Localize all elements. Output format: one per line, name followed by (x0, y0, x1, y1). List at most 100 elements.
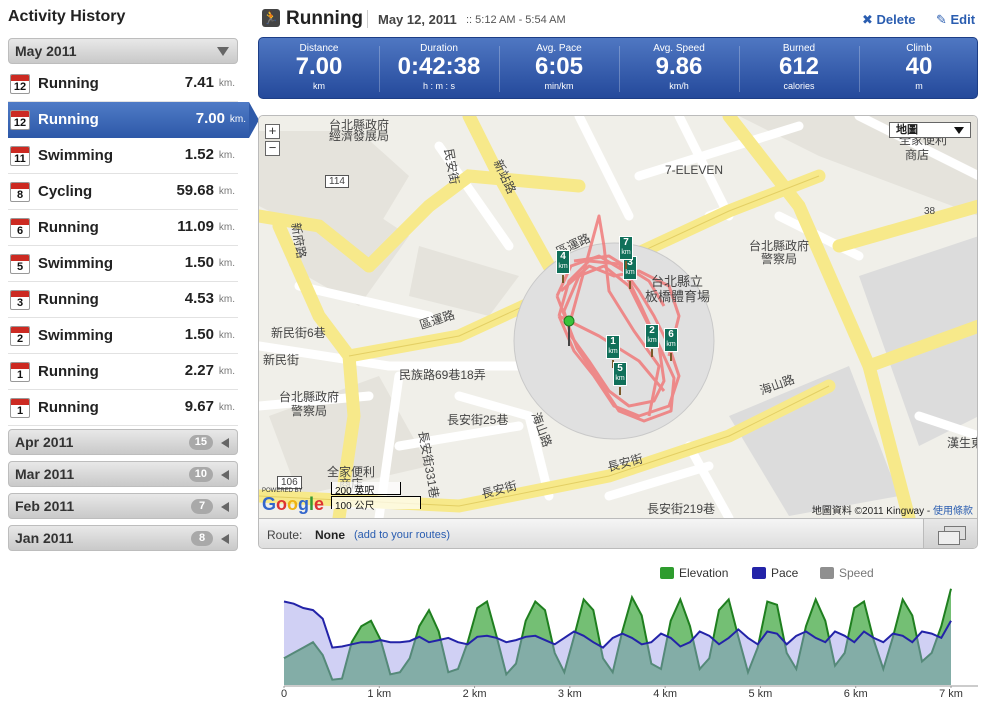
activity-distance: 7.00 (195, 110, 225, 127)
stat-divider (859, 46, 860, 92)
activity-item[interactable]: 12 Running 7.00 km. (8, 102, 259, 138)
calendar-day: 2 (16, 333, 24, 345)
month-header[interactable]: Feb 2011 7 (8, 493, 238, 519)
google-logo: POWERED BY Google (262, 488, 324, 515)
add-to-routes-link[interactable]: (add to your routes) (354, 529, 450, 541)
month-header-may-2011[interactable]: May 2011 (8, 38, 238, 64)
expand-map-button[interactable] (923, 519, 977, 548)
month-label: Feb 2011 (15, 498, 75, 514)
map-scale: 200 英呎 100 公尺 (331, 482, 421, 512)
km-marker-unit: km (558, 263, 568, 270)
activity-item[interactable]: 11 Swimming 1.52 km. (8, 138, 238, 174)
map-street-label: 警察局 (291, 404, 328, 418)
activity-name: Running (38, 111, 99, 128)
terms-link[interactable]: 使用條款 (933, 506, 973, 517)
map-street-label: 台北縣立 (651, 274, 704, 289)
activity-distance: 2.27 (184, 362, 214, 379)
activity-name: Swimming (38, 147, 114, 164)
km-marker-6[interactable]: 6 km (664, 328, 678, 361)
activity-unit: km. (218, 402, 235, 413)
month-count-badge: 15 (188, 435, 213, 450)
map-copyright: 地圖資料 ©2011 Kingway - 使用條款 (812, 502, 973, 517)
activity-distance: 7.41 (184, 74, 214, 91)
km-marker-number: 5 (617, 363, 623, 374)
map-street-label: 新民街 (263, 353, 300, 367)
pencil-icon: ✎ (936, 12, 951, 27)
legend-label: Speed (839, 566, 874, 580)
km-marker-1[interactable]: 1 km (606, 335, 620, 368)
stat-value: 9.86 (655, 53, 703, 80)
calendar-icon: 3 (10, 290, 30, 310)
km-marker-7[interactable]: 7 km (619, 236, 633, 269)
activity-name: Running (38, 219, 99, 236)
stat-divider (379, 46, 380, 92)
calendar-band (11, 363, 29, 369)
calendar-day: 8 (16, 189, 24, 201)
calendar-icon: 11 (10, 146, 30, 166)
stat-avg-pace: Avg. Pace 6:05 min/km (499, 38, 619, 98)
delete-icon: ✖ (862, 12, 877, 27)
google-letter: o (287, 494, 299, 514)
map-street-label: 警察局 (761, 252, 798, 266)
activity-unit: km. (218, 150, 235, 161)
calendar-icon: 6 (10, 218, 30, 238)
activity-item[interactable]: 1 Running 9.67 km. (8, 390, 238, 426)
stat-value: 612 (778, 53, 820, 80)
km-marker-2[interactable]: 2 km (645, 324, 659, 357)
activity-item[interactable]: 8 Cycling 59.68 km. (8, 174, 238, 210)
activity-item[interactable]: 3 Running 4.53 km. (8, 282, 238, 318)
month-header[interactable]: Mar 2011 10 (8, 461, 238, 487)
activity-item[interactable]: 5 Swimming 1.50 km. (8, 246, 238, 282)
stat-divider (499, 46, 500, 92)
dropdown-arrow-icon (954, 127, 964, 134)
edit-button[interactable]: ✎ Edit (936, 12, 975, 28)
stat-label: Burned (782, 43, 816, 54)
stat-unit: calories (783, 81, 815, 91)
delete-button[interactable]: ✖ Delete (862, 12, 916, 28)
month-header[interactable]: Jan 2011 8 (8, 525, 238, 551)
activity-item[interactable]: 2 Swimming 1.50 km. (8, 318, 238, 354)
route-value: None (315, 528, 345, 542)
profile-chart[interactable] (258, 560, 978, 688)
calendar-icon: 1 (10, 362, 30, 382)
edit-label: Edit (950, 12, 976, 27)
activity-item[interactable]: 12 Running 7.41 km. (8, 66, 238, 102)
calendar-band (11, 399, 29, 405)
copyright-text: 地圖資料 ©2011 Kingway - (811, 506, 933, 517)
calendar-day: 1 (16, 369, 24, 381)
stat-avg-speed: Avg. Speed 9.86 km/h (619, 38, 739, 98)
scale-metric: 100 公尺 (331, 496, 421, 512)
map-type-select[interactable]: 地圖 (889, 122, 971, 138)
calendar-band (11, 183, 29, 189)
stat-burned: Burned 612 calories (739, 38, 859, 98)
km-marker-unit: km (647, 337, 657, 344)
x-tick-label: 4 km (653, 688, 678, 700)
calendar-day: 3 (16, 297, 24, 309)
x-tick-label: 2 km (462, 688, 487, 700)
zoom-out-button[interactable]: − (265, 141, 280, 156)
activity-item[interactable]: 1 Running 2.27 km. (8, 354, 238, 390)
stat-unit: km/h (669, 81, 689, 91)
elevation-series-line (283, 588, 952, 681)
activity-item[interactable]: 6 Running 11.09 km. (8, 210, 238, 246)
zoom-in-button[interactable]: + (265, 124, 280, 139)
km-marker-4[interactable]: 4 km (556, 250, 570, 283)
calendar-icon: 5 (10, 254, 30, 274)
map-street-label: 民族路69巷18弄 (399, 368, 486, 382)
activity-name: Running (38, 399, 99, 416)
calendar-band (11, 291, 29, 297)
calendar-band (11, 75, 29, 81)
legend-speed[interactable]: Speed (820, 566, 874, 580)
month-header[interactable]: Apr 2011 15 (8, 429, 238, 455)
calendar-day: 12 (13, 117, 27, 129)
legend-elevation[interactable]: Elevation (660, 566, 728, 580)
route-map[interactable]: 台北縣政府經濟發展局民安街新站路1147-ELEVEN全家便利商店新府路台北縣政… (258, 115, 978, 549)
sidebar-title: Activity History (8, 8, 126, 25)
collapse-left-icon (221, 502, 229, 512)
calendar-icon: 8 (10, 182, 30, 202)
km-marker-5[interactable]: 5 km (613, 362, 627, 395)
powered-by-text: POWERED BY (262, 488, 303, 494)
map-street-label: 7-ELEVEN (665, 163, 724, 177)
delete-label: Delete (876, 12, 916, 27)
legend-pace[interactable]: Pace (752, 566, 798, 580)
